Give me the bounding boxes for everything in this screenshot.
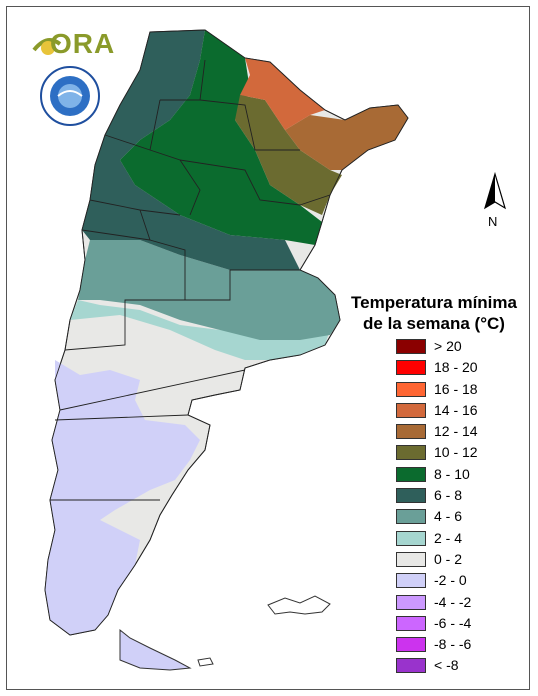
legend-label: < -8 xyxy=(434,657,459,674)
legend-swatch xyxy=(396,530,426,546)
legend-label: 8 - 10 xyxy=(434,465,470,482)
sun-icon xyxy=(32,38,62,55)
zone-12-14 xyxy=(285,105,408,170)
zone-2-4 xyxy=(70,300,330,360)
zone-8-10 xyxy=(120,30,322,245)
north-arrow-icon xyxy=(483,172,507,210)
logo-text: ORA xyxy=(50,28,116,59)
legend-label: 4 - 6 xyxy=(434,508,463,525)
small-island xyxy=(197,657,214,667)
zone-neg2-0 xyxy=(45,360,200,635)
legend-label: 6 - 8 xyxy=(434,487,463,504)
legend-label: > 20 xyxy=(434,338,462,354)
legend-item: < -8 xyxy=(396,655,516,676)
legend-swatch xyxy=(396,339,426,354)
zone-6-8 xyxy=(82,30,300,270)
legend-swatch xyxy=(396,402,426,418)
legend-swatch xyxy=(396,466,426,482)
legend-swatch xyxy=(396,637,426,653)
legend-item: 8 - 10 xyxy=(396,464,516,485)
legend-label: 2 - 4 xyxy=(434,529,463,546)
province-borders xyxy=(44,29,409,636)
legend-swatch xyxy=(396,488,426,504)
legend-item: 14 - 16 xyxy=(396,400,516,421)
legend-item: 4 - 6 xyxy=(396,506,516,527)
legend-swatch xyxy=(396,658,426,674)
legend-item: 6 - 8 xyxy=(396,485,516,506)
legend-item: 18 - 20 xyxy=(396,357,516,378)
zone-14-16 xyxy=(240,58,325,130)
legend-item: -8 - -6 xyxy=(396,634,516,655)
legend-label: 12 - 14 xyxy=(434,423,478,440)
legend-label: 16 - 18 xyxy=(434,380,478,397)
legend-label: -2 - 0 xyxy=(434,572,467,589)
ora-logo: ORA xyxy=(32,28,114,59)
legend-item: -6 - -4 xyxy=(396,613,516,634)
zone-10-12 xyxy=(235,95,342,215)
legend-swatch xyxy=(396,615,426,631)
legend-title-line1: Temperatura mínima xyxy=(351,293,517,312)
legend-swatch xyxy=(396,424,426,440)
legend-swatch xyxy=(396,445,426,461)
legend-label: 0 - 2 xyxy=(434,550,463,567)
legend-label: 10 - 12 xyxy=(434,444,478,461)
legend-swatch xyxy=(396,594,426,610)
legend-item: 0 - 2 xyxy=(396,549,516,570)
legend-item: > 20 xyxy=(396,336,516,357)
legend-label: 18 - 20 xyxy=(434,359,478,376)
legend-swatch xyxy=(396,360,426,376)
smn-seal-logo xyxy=(40,66,100,126)
legend-swatch xyxy=(396,509,426,525)
legend-label: 14 - 16 xyxy=(434,401,478,418)
legend-label: -8 - -6 xyxy=(434,636,472,653)
legend-item: 12 - 14 xyxy=(396,421,516,442)
zone-4-6 xyxy=(78,240,340,340)
legend-item: -4 - -2 xyxy=(396,592,516,613)
malvinas-islands xyxy=(267,595,331,615)
legend-item: 16 - 18 xyxy=(396,379,516,400)
legend-swatch xyxy=(396,381,426,397)
legend-item: -2 - 0 xyxy=(396,570,516,591)
tierra-del-fuego xyxy=(119,628,192,671)
legend-title: Temperatura mínima de la semana (°C) xyxy=(344,292,524,334)
legend-label: -6 - -4 xyxy=(434,614,472,631)
legend-swatch xyxy=(396,573,426,589)
temperature-legend: > 20 18 - 20 16 - 18 14 - 16 12 - 14 10 - 12 8… xyxy=(396,336,516,677)
legend-swatch xyxy=(396,551,426,567)
legend-item: 10 - 12 xyxy=(396,442,516,463)
legend-item: 2 - 4 xyxy=(396,528,516,549)
legend-label: -4 - -2 xyxy=(434,593,472,610)
legend-title-line2: de la semana (°C) xyxy=(363,314,505,333)
north-label: N xyxy=(488,214,498,229)
